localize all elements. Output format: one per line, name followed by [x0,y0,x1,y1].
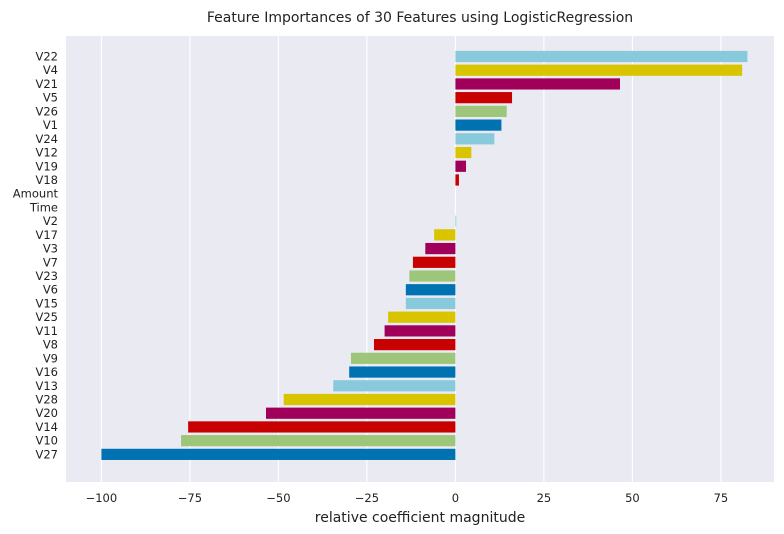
gridlines [100,36,722,482]
y-tick-label: V15 [35,296,58,310]
y-tick-label: V10 [35,434,58,448]
y-tick-label: V7 [43,255,58,269]
bar-v14 [188,421,456,433]
y-tick-label: V13 [35,379,58,393]
bar-v12 [455,146,472,159]
y-tick-label: V18 [35,173,58,187]
bar-v22 [455,50,748,63]
y-tick-label: V1 [43,118,58,132]
bar-v28 [283,393,456,406]
bar-v6 [405,284,456,296]
y-tick-label: V5 [43,91,58,105]
bar-v24 [455,133,495,145]
bar-v8 [373,339,456,351]
y-tick-label: V26 [35,104,58,118]
y-tick-label: V28 [35,393,58,407]
bar-v19 [455,160,467,172]
y-tick-label: V19 [35,159,58,173]
y-tick-label: V24 [35,132,58,146]
bar-v21 [455,78,621,90]
bar-v2 [455,215,457,227]
x-tick-label: 25 [537,491,552,505]
bar-v16 [349,366,456,378]
bar-v7 [412,256,456,268]
y-tick-label: V20 [35,406,58,420]
bar-v26 [455,105,507,117]
bar-v17 [434,229,456,241]
y-tick-label: V9 [43,351,58,365]
y-tick-label: V8 [43,338,58,352]
x-tick-label: −25 [355,491,379,505]
x-tick-label: −75 [178,491,202,505]
bar-v20 [266,407,456,419]
bar-v9 [350,352,456,364]
bar-v13 [333,380,456,392]
y-tick-label: V16 [35,365,58,379]
bar-v1 [455,119,502,131]
y-tick-label: V21 [35,77,58,91]
bar-v5 [455,92,513,104]
bar-v15 [405,297,456,310]
x-tick-label: −50 [266,491,290,505]
bar-v27 [101,448,456,460]
x-tick-label: 75 [714,491,729,505]
chart-title: Feature Importances of 30 Features using… [207,10,633,26]
y-tick-labels: V22V4V21V5V26V1V24V12V19V18AmountTimeV2V… [13,50,59,462]
bars [101,50,748,460]
y-tick-label: V17 [35,228,58,242]
y-tick-label: V14 [35,420,58,434]
y-tick-label: V23 [35,269,58,283]
x-tick-label: 50 [625,491,640,505]
bar-v18 [455,174,459,186]
y-tick-label: V11 [35,324,58,338]
x-tick-labels: −100 −75 −50 −25 0 25 50 75 [86,491,729,505]
bar-v10 [181,435,456,447]
y-tick-label: V6 [43,283,58,297]
y-tick-label: V3 [43,242,58,256]
y-tick-label: V12 [35,146,58,160]
y-tick-label: Time [29,200,58,214]
x-axis-label: relative coefficient magnitude [315,510,525,526]
x-tick-label: 0 [452,491,459,505]
bar-v4 [455,64,743,76]
bar-v25 [388,311,456,323]
bar-v3 [425,242,456,255]
x-tick-label: −100 [86,491,118,505]
y-tick-label: V22 [35,50,58,64]
y-tick-label: V25 [35,310,58,324]
y-tick-label: V27 [35,447,58,461]
y-tick-label: V4 [43,63,58,77]
bar-v11 [384,325,456,337]
bar-v23 [409,270,456,282]
y-tick-label: V2 [43,214,58,228]
y-tick-label: Amount [13,187,59,201]
